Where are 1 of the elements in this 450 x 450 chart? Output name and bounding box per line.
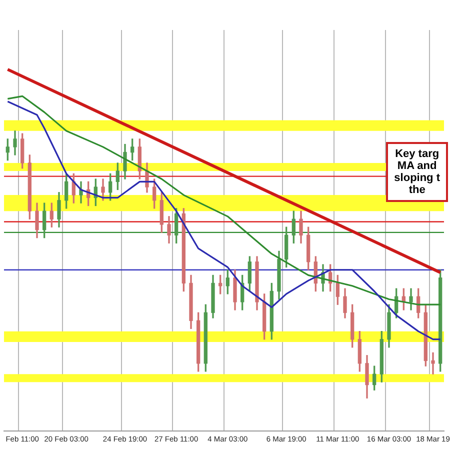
annotation: Key targ MA and sloping t the (386, 142, 448, 202)
